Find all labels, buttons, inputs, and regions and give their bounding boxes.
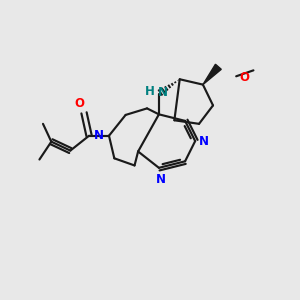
Polygon shape (203, 64, 221, 85)
Text: N: N (199, 135, 209, 148)
Text: N: N (94, 129, 103, 142)
Text: H: H (145, 85, 154, 98)
Text: O: O (75, 98, 85, 110)
Text: N: N (158, 86, 167, 99)
Text: N: N (155, 173, 165, 186)
Text: O: O (239, 71, 249, 84)
